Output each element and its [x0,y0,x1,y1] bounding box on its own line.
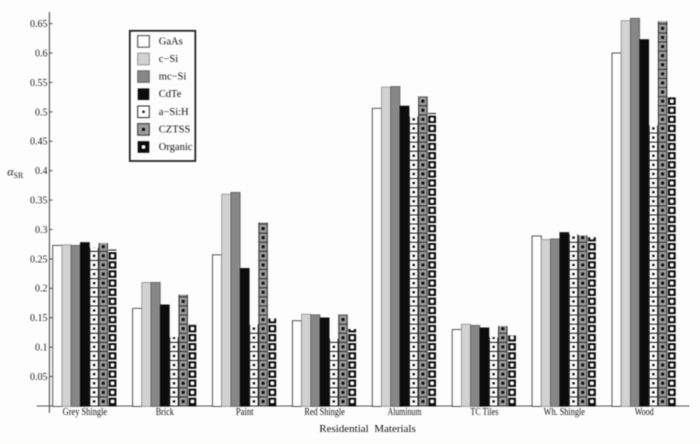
svg-text:0.5: 0.5 [35,107,48,118]
svg-text:0.4: 0.4 [35,166,48,177]
svg-text:0.65: 0.65 [30,19,48,30]
svg-text:0.05: 0.05 [30,372,48,383]
svg-text:0.45: 0.45 [30,137,48,148]
svg-text:CZTSS: CZTSS [159,124,191,135]
svg-text:a−Si:H: a−Si:H [159,107,189,118]
svg-text:Organic: Organic [159,142,193,153]
svg-text:Grey Shingle: Grey Shingle [63,407,108,418]
svg-text:TC Tiles: TC Tiles [470,407,498,418]
svg-text:mc−Si: mc−Si [159,72,187,83]
svg-text:0.1: 0.1 [35,343,48,354]
svg-text:0.15: 0.15 [30,313,48,324]
svg-text:Red Shingle: Red Shingle [304,407,345,418]
svg-text:c−Si: c−Si [159,54,178,65]
svg-text:Aluminum: Aluminum [388,407,422,418]
svg-text:0.2: 0.2 [35,284,48,295]
svg-text:0.25: 0.25 [30,254,48,265]
svg-text:Wh. Shingle: Wh. Shingle [544,407,586,418]
svg-text:Wood: Wood [635,407,654,418]
svg-text:GaAs: GaAs [159,36,183,47]
svg-text:Brick: Brick [156,407,174,418]
svg-text:0.6: 0.6 [35,48,48,59]
svg-text:Paint: Paint [236,407,254,418]
svg-text:0.3: 0.3 [35,225,48,236]
svg-text:Residential Materials: Residential Materials [319,423,416,435]
svg-text:CdTe: CdTe [159,89,182,100]
svg-text:0.55: 0.55 [30,78,48,89]
svg-text:0.35: 0.35 [30,196,48,207]
